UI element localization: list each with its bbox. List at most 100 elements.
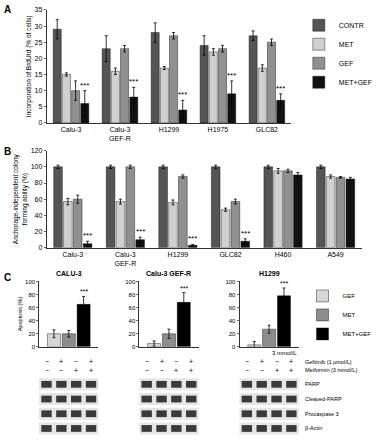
- svg-text:100: 100: [31, 163, 43, 170]
- svg-text:+: +: [289, 358, 293, 365]
- svg-text:30: 30: [35, 23, 43, 30]
- svg-text:***: ***: [80, 81, 89, 90]
- svg-text:B: B: [4, 146, 11, 157]
- svg-text:40: 40: [129, 318, 136, 324]
- svg-text:***: ***: [136, 227, 145, 236]
- svg-text:PARP: PARP: [305, 381, 320, 387]
- svg-text:40: 40: [35, 212, 43, 219]
- svg-text:+: +: [275, 367, 279, 374]
- svg-text:0: 0: [32, 344, 36, 350]
- svg-text:A: A: [4, 4, 11, 15]
- svg-text:H1975: H1975: [208, 126, 229, 133]
- svg-text:40: 40: [229, 318, 236, 324]
- svg-text:15: 15: [35, 71, 43, 78]
- svg-text:+: +: [160, 358, 164, 365]
- svg-text:60: 60: [229, 305, 236, 311]
- svg-text:***: ***: [227, 71, 236, 80]
- svg-text:−: −: [145, 358, 149, 365]
- svg-text:0: 0: [38, 119, 42, 126]
- svg-text:20: 20: [28, 331, 35, 337]
- svg-text:0: 0: [132, 344, 136, 350]
- svg-text:0: 0: [232, 344, 236, 350]
- svg-text:80: 80: [28, 292, 35, 298]
- svg-text:+: +: [89, 358, 93, 365]
- svg-text:−: −: [145, 367, 149, 374]
- svg-text:−: −: [45, 358, 49, 365]
- svg-text:−: −: [174, 358, 178, 365]
- svg-text:Anchorage-independent colonyfo: Anchorage-independent colonyforming abil…: [12, 153, 28, 244]
- svg-text:−: −: [245, 358, 249, 365]
- svg-text:***: ***: [129, 77, 138, 86]
- svg-text:25: 25: [35, 39, 43, 46]
- svg-text:+: +: [189, 367, 193, 374]
- svg-text:Calu-3GEF-R: Calu-3GEF-R: [109, 126, 131, 142]
- svg-text:120: 120: [31, 147, 43, 154]
- svg-text:−: −: [74, 358, 78, 365]
- svg-text:−: −: [59, 367, 63, 374]
- svg-text:100: 100: [25, 279, 36, 285]
- svg-text:80: 80: [35, 179, 43, 186]
- svg-text:−: −: [245, 367, 249, 374]
- svg-text:***: ***: [280, 280, 288, 287]
- svg-text:CONTR: CONTR: [339, 22, 364, 29]
- svg-text:0: 0: [38, 244, 42, 251]
- svg-text:MET: MET: [343, 312, 356, 318]
- svg-text:CALU-3: CALU-3: [56, 270, 82, 277]
- svg-text:GEF: GEF: [343, 293, 356, 299]
- svg-text:H1299: H1299: [159, 126, 180, 133]
- svg-text:***: ***: [188, 234, 197, 243]
- svg-text:−: −: [275, 358, 279, 365]
- svg-text:GLC82: GLC82: [256, 126, 278, 133]
- svg-text:3 mmol/L: 3 mmol/L: [272, 350, 297, 356]
- svg-text:Calu-3GEF-R: Calu-3GEF-R: [114, 251, 136, 267]
- svg-text:80: 80: [229, 292, 236, 298]
- svg-text:***: ***: [241, 229, 250, 238]
- svg-text:60: 60: [28, 305, 35, 311]
- svg-text:60: 60: [129, 305, 136, 311]
- svg-text:Metformin (3 mmol/L): Metformin (3 mmol/L): [305, 367, 357, 373]
- svg-text:MET: MET: [339, 41, 355, 48]
- svg-text:***: ***: [178, 90, 187, 99]
- svg-text:20: 20: [35, 228, 43, 235]
- svg-text:35: 35: [35, 6, 43, 13]
- svg-text:100: 100: [225, 279, 236, 285]
- svg-text:MET+GEF: MET+GEF: [343, 331, 372, 337]
- svg-text:Calu-3: Calu-3: [62, 251, 83, 258]
- svg-text:5: 5: [38, 103, 42, 110]
- svg-text:MET+GEF: MET+GEF: [339, 79, 372, 86]
- svg-text:+: +: [260, 358, 264, 365]
- svg-text:+: +: [174, 367, 178, 374]
- svg-text:C: C: [4, 272, 11, 283]
- svg-text:+: +: [74, 367, 78, 374]
- svg-text:20: 20: [35, 55, 43, 62]
- svg-text:+: +: [289, 367, 293, 374]
- svg-text:40: 40: [28, 318, 35, 324]
- svg-text:Procaspase 3: Procaspase 3: [305, 411, 339, 417]
- svg-text:+: +: [189, 358, 193, 365]
- svg-text:10: 10: [35, 87, 43, 94]
- svg-text:Calu-3 GEF-R: Calu-3 GEF-R: [146, 270, 191, 277]
- svg-text:H1299: H1299: [168, 251, 189, 258]
- svg-text:+: +: [89, 367, 93, 374]
- svg-text:***: ***: [83, 231, 92, 240]
- svg-text:−: −: [45, 367, 49, 374]
- svg-text:20: 20: [229, 331, 236, 337]
- svg-text:GLC82: GLC82: [219, 251, 241, 258]
- svg-text:H460: H460: [275, 251, 292, 258]
- svg-text:H1299: H1299: [259, 270, 280, 277]
- svg-text:60: 60: [35, 196, 43, 203]
- svg-text:***: ***: [80, 288, 88, 295]
- svg-text:100: 100: [125, 279, 136, 285]
- svg-text:Incorporation of BrdUrd (% of: Incorporation of BrdUrd (% of cells): [25, 16, 33, 118]
- svg-text:GEF: GEF: [339, 60, 353, 67]
- svg-text:***: ***: [276, 84, 285, 93]
- svg-text:+: +: [59, 358, 63, 365]
- svg-text:−: −: [260, 367, 264, 374]
- svg-text:−: −: [160, 367, 164, 374]
- svg-text:β-Actin: β-Actin: [305, 425, 322, 431]
- svg-text:Gefitinib (1 μmol/L): Gefitinib (1 μmol/L): [305, 359, 352, 365]
- svg-text:A549: A549: [327, 251, 343, 258]
- svg-text:Calu-3: Calu-3: [61, 126, 82, 133]
- svg-text:20: 20: [129, 331, 136, 337]
- svg-text:80: 80: [129, 292, 136, 298]
